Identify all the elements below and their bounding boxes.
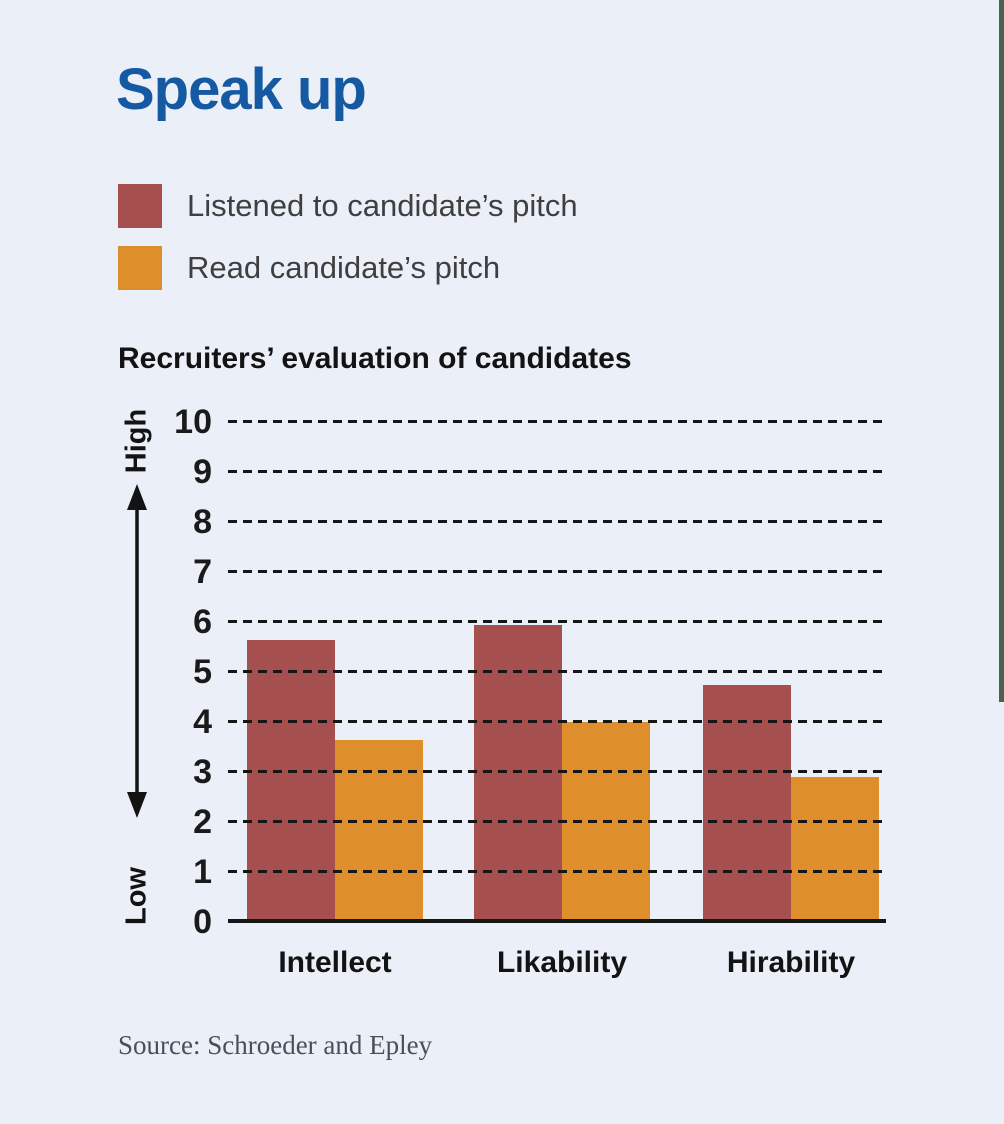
gridline-5	[228, 670, 886, 673]
gridline-6	[228, 620, 886, 623]
high-low-arrow-icon	[127, 484, 147, 818]
x-axis-baseline	[228, 919, 886, 923]
gridline-4	[228, 720, 886, 723]
legend-label-read: Read candidate’s pitch	[187, 250, 501, 285]
bar-read-hirability	[791, 777, 879, 922]
bar-listened-hirability	[703, 684, 791, 922]
source-note: Source: Schroeder and Epley	[118, 1030, 433, 1060]
chart-legend: Listened to candidate’s pitch Read candi…	[118, 184, 578, 308]
y-tick-2: 2	[193, 803, 212, 841]
x-label-likability: Likability	[496, 946, 628, 979]
y-tick-4: 4	[193, 703, 212, 741]
x-label-intellect: Intellect	[278, 946, 392, 979]
y-tick-0: 0	[193, 903, 212, 941]
legend-item-read: Read candidate’s pitch	[118, 246, 578, 290]
gridline-7	[228, 570, 886, 573]
gridline-1	[228, 870, 886, 873]
chart-title: Recruiters’ evaluation of candidates	[118, 342, 632, 375]
y-tick-1: 1	[193, 853, 212, 891]
gridline-10	[228, 420, 886, 423]
plot-area	[228, 420, 886, 923]
legend-label-listened: Listened to candidate’s pitch	[187, 188, 578, 223]
y-tick-9: 9	[193, 453, 212, 491]
x-axis-category-labels: Intellect Likability Hirability	[228, 946, 886, 988]
y-tick-6: 6	[193, 603, 212, 641]
y-tick-3: 3	[193, 753, 212, 791]
listened-swatch-icon	[118, 184, 162, 228]
gridline-3	[228, 770, 886, 773]
y-tick-7: 7	[193, 553, 212, 591]
read-swatch-icon	[118, 246, 162, 290]
gridline-9	[228, 470, 886, 473]
gridline-2	[228, 820, 886, 823]
y-axis-tick-labels: 0 1 2 3 4 5 6 7 8 9 10	[100, 405, 212, 939]
page-title: Speak up	[116, 57, 367, 122]
gridline-8	[228, 520, 886, 523]
y-tick-10: 10	[174, 403, 212, 441]
legend-item-listened: Listened to candidate’s pitch	[118, 184, 578, 228]
bar-listened-intellect	[247, 639, 335, 922]
x-label-hirability: Hirability	[726, 946, 856, 979]
y-tick-5: 5	[193, 653, 212, 691]
right-edge-accent	[999, 0, 1004, 702]
y-tick-8: 8	[193, 503, 212, 541]
bar-read-intellect	[335, 739, 423, 922]
